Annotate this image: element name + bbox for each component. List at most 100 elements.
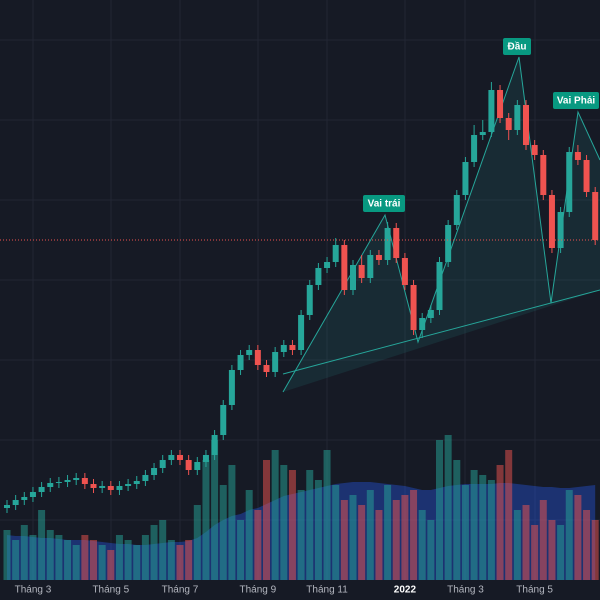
candle-body: [55, 482, 62, 483]
volume-bar: [228, 465, 236, 580]
volume-bar: [314, 480, 322, 580]
x-axis: Tháng 3 Tháng 5 Tháng 7 Tháng 9 Tháng 11 2022…: [15, 585, 554, 596]
candle-body: [237, 355, 244, 370]
candle-body: [211, 435, 218, 455]
volume-bar: [531, 525, 539, 580]
candle-body: [341, 245, 348, 290]
volume-bar: [176, 545, 184, 580]
volume-bar: [115, 535, 123, 580]
candle-body: [4, 505, 10, 508]
candle-body: [531, 145, 538, 155]
volume-bar: [38, 510, 46, 580]
candle-body: [358, 265, 365, 278]
candle-layer: [0, 82, 600, 513]
volume-bar: [323, 450, 331, 580]
candle-body: [574, 152, 581, 160]
candle-body: [228, 370, 235, 405]
volume-bar: [263, 460, 270, 580]
pattern: [282, 56, 600, 393]
candle-body: [401, 258, 408, 285]
annotation: Đầu: [508, 41, 527, 53]
volume-bar: [539, 500, 547, 580]
candle-body: [497, 90, 504, 118]
candle-body: [272, 352, 279, 372]
volume-bar: [297, 490, 305, 580]
volume-bar: [349, 495, 357, 580]
annotation: Vai trái: [368, 199, 401, 210]
volume-bar: [133, 545, 141, 580]
candle-body: [73, 478, 80, 480]
x-tick-label: Tháng 5: [516, 585, 553, 596]
volume-bar: [280, 465, 288, 580]
candle-body: [142, 475, 149, 481]
candle-body: [523, 105, 529, 145]
candle-body: [151, 468, 158, 475]
volume-bar: [548, 520, 556, 580]
annotation-box: [553, 92, 599, 109]
candle-body: [168, 455, 175, 460]
candle-body: [488, 90, 495, 132]
candle-body: [246, 350, 253, 355]
volume-bar: [193, 505, 201, 580]
volume-bar: [487, 480, 495, 580]
candle-body: [384, 228, 391, 260]
annotations: Vai trái Đầu Vai Phải: [363, 38, 599, 212]
volume-bar: [392, 500, 400, 580]
volume-bar: [124, 540, 132, 580]
volume-bar: [185, 540, 193, 580]
candle-body: [47, 483, 54, 487]
volume-bar: [271, 450, 279, 580]
candle-body: [436, 262, 443, 310]
x-tick-label: Tháng 11: [306, 585, 348, 596]
volume-bar: [55, 535, 63, 580]
volume-bar: [375, 510, 383, 580]
volume-bar: [159, 520, 167, 580]
candle-body: [289, 345, 296, 350]
volume-bar: [332, 485, 340, 580]
volume-bar: [410, 490, 418, 580]
volume-bar: [444, 435, 452, 580]
candle-body: [445, 225, 452, 262]
volume-bar: [496, 465, 504, 580]
candle-body: [21, 497, 28, 500]
candle-body: [453, 195, 460, 225]
candle-body: [29, 492, 36, 497]
candle-body: [410, 285, 417, 330]
volume-bar: [418, 510, 426, 580]
candle-body: [220, 405, 227, 435]
candle-body: [298, 315, 305, 350]
volume-bar: [81, 535, 89, 580]
candle-body: [479, 132, 486, 135]
candle-body: [64, 480, 71, 482]
annotation-box: [363, 195, 405, 212]
candle-body: [332, 245, 339, 262]
volume-bar: [591, 520, 599, 580]
volume-bar: [107, 550, 115, 580]
annotation-box: [503, 38, 531, 55]
candle-body: [375, 255, 382, 260]
x-tick-label: Tháng 7: [162, 585, 199, 596]
candle-body: [90, 484, 97, 488]
volume-bar: [288, 470, 296, 580]
volume-bar: [565, 490, 573, 580]
volume-bar: [141, 535, 149, 580]
candle-body: [38, 487, 45, 492]
candle-body: [419, 318, 426, 330]
volume-bar: [384, 485, 392, 580]
volume-bar: [453, 460, 461, 580]
candle-body: [471, 135, 478, 162]
neckline: [282, 289, 600, 375]
annotation: Vai Phải: [557, 96, 596, 107]
volume-bar: [98, 545, 106, 580]
volume-bar: [583, 510, 591, 580]
x-tick-label: Tháng 3: [447, 585, 484, 596]
volume-bar: [211, 440, 219, 580]
candle-body: [583, 160, 590, 192]
volume-bar: [3, 530, 11, 580]
candle-body: [116, 486, 123, 490]
volume-bar: [202, 460, 210, 580]
pattern-fill: [283, 57, 600, 392]
candle-body: [306, 285, 313, 315]
candle-body: [505, 118, 512, 130]
